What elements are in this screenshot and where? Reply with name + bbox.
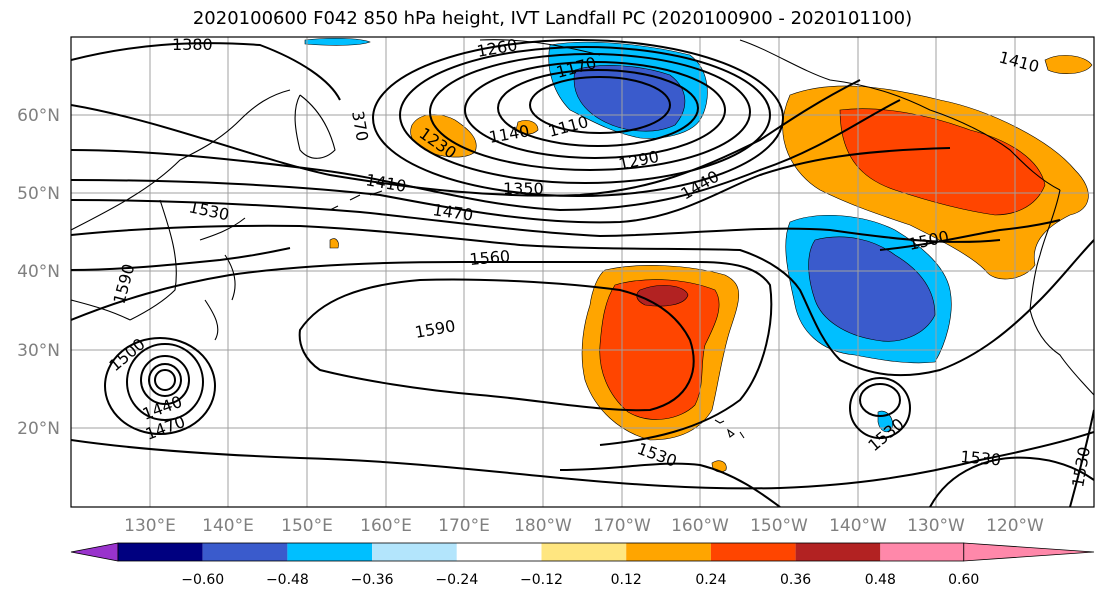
contour-label: 1530 — [1068, 445, 1094, 488]
colorbar-segment — [456, 543, 542, 561]
lon-label: 130°W — [907, 516, 965, 536]
lat-label: 60°N — [17, 106, 60, 126]
contour-1260 — [399, 46, 771, 184]
colorbar-segment — [710, 543, 796, 561]
coastline-hawaii — [714, 419, 745, 439]
contour-1590 — [298, 278, 695, 412]
lat-label: 20°N — [17, 419, 60, 439]
lon-label: 180°W — [514, 516, 572, 536]
map-title: 2020100600 F042 850 hPa height, IVT Land… — [192, 8, 913, 29]
typhoon-contour-3 — [140, 355, 190, 405]
coastline-alaska — [479, 39, 1061, 191]
map-frame — [70, 36, 1095, 508]
small-low-contour-2 — [849, 377, 911, 439]
colorbar-segment — [287, 543, 373, 561]
lat-label: 40°N — [17, 262, 60, 282]
colorbar-tick-label: 0.24 — [695, 572, 726, 588]
contour-1530 — [71, 224, 1094, 377]
contour-1590-south — [71, 431, 1094, 490]
colorbar-segment — [372, 543, 457, 561]
contour-1470 — [71, 199, 1001, 243]
contour-label: 1530 — [960, 447, 1002, 469]
contour-label: 1410 — [364, 170, 407, 196]
contour-1140 — [497, 69, 699, 147]
coastlines — [71, 39, 1094, 439]
colorbar-extend-left — [70, 542, 119, 562]
ivt-positive-core-alaska-canada — [839, 108, 1046, 216]
typhoon-contour-5 — [104, 337, 216, 435]
contour-label: 1560 — [469, 247, 511, 269]
colorbar-tick-label: 0.36 — [780, 572, 811, 588]
colorbar-tick-label: −0.12 — [520, 572, 563, 588]
contour-label: 370 — [348, 109, 372, 142]
colorbar-tick-label: −0.24 — [435, 572, 478, 588]
contour-label: 1410 — [997, 48, 1041, 77]
colorbar-segment — [626, 543, 711, 561]
lon-label: 170°W — [593, 516, 651, 536]
contour-label: 1380 — [172, 35, 213, 54]
contour-1500 — [71, 219, 1061, 271]
ivt-negative-core-northeast-pacific — [808, 236, 936, 342]
contour-1170 — [464, 61, 726, 159]
lon-label: 160°E — [360, 516, 412, 536]
coastline-kamchatka — [294, 94, 336, 159]
ivt-positive-core-central-pacific — [599, 279, 720, 420]
lon-label: 130°E — [124, 516, 176, 536]
ivt-shading — [304, 37, 1093, 473]
height-contours — [71, 39, 1094, 507]
colorbar-tick-label: 0.48 — [865, 572, 896, 588]
lon-label: 140°E — [202, 516, 254, 536]
typhoon-contour-4 — [126, 343, 204, 421]
lon-label: 140°W — [829, 516, 887, 536]
latitude-labels: 60°N 50°N 40°N 30°N 20°N — [17, 106, 60, 439]
contour-label: 1290 — [617, 147, 661, 174]
colorbar-tick-label: −0.60 — [181, 572, 224, 588]
contour-1110 — [529, 76, 671, 134]
contour-1380 — [71, 42, 341, 101]
lon-label: 150°E — [281, 516, 333, 536]
contour-1560 — [71, 261, 773, 446]
contour-1410 — [71, 99, 901, 212]
colorbar-tick-label: −0.36 — [351, 572, 394, 588]
contour-1530-south — [559, 462, 781, 507]
map-area: 1380 1260 1410 1170 1230 1140 1110 1290 … — [71, 35, 1094, 507]
typhoon-contour-2 — [148, 363, 182, 397]
lon-label: 160°W — [671, 516, 729, 536]
contour-label: 1500 — [907, 227, 951, 254]
ivt-positive-blob-small-4 — [329, 238, 339, 249]
lat-label: 30°N — [17, 341, 60, 361]
colorbar-tick-label: 0.60 — [948, 572, 979, 588]
contour-label: 1140 — [487, 121, 530, 147]
contour-1440 — [71, 147, 951, 224]
colorbar-segment — [202, 543, 288, 561]
contour-1530-southeast — [929, 456, 1094, 507]
contour-1230 — [429, 53, 751, 171]
small-low-contour — [859, 383, 901, 417]
colorbar-extend-right — [963, 542, 1095, 562]
lon-label: 170°E — [438, 516, 490, 536]
lat-label: 50°N — [17, 184, 60, 204]
contour-label: 1530 — [187, 197, 231, 224]
contour-label: 1350 — [503, 179, 544, 198]
contour-label: 1110 — [546, 112, 590, 141]
lon-label: 150°W — [750, 516, 808, 536]
typhoon-contour-1 — [154, 369, 176, 391]
colorbar-outline — [117, 542, 965, 562]
colorbar: −0.60 −0.48 −0.36 −0.24 −0.12 0.12 0.24 … — [70, 542, 1095, 588]
colorbar-segment — [880, 543, 964, 561]
colorbar-tick-label: 0.12 — [611, 572, 642, 588]
contour-1350 — [71, 79, 861, 197]
contour-label: 1260 — [475, 35, 518, 61]
colorbar-tick-label: −0.48 — [266, 572, 309, 588]
colorbar-segment — [795, 543, 881, 561]
contour-label: 1590 — [413, 316, 456, 342]
ivt-negative-blob-north — [304, 37, 371, 46]
longitude-labels: 130°E 140°E 150°E 160°E 170°E 180°W 170°… — [124, 516, 1044, 536]
contour-1530-east — [1069, 409, 1094, 507]
colorbar-segment — [118, 543, 203, 561]
ivt-positive-blob-small-3 — [1044, 55, 1093, 74]
colorbar-segment — [541, 543, 627, 561]
lon-label: 120°W — [986, 516, 1044, 536]
